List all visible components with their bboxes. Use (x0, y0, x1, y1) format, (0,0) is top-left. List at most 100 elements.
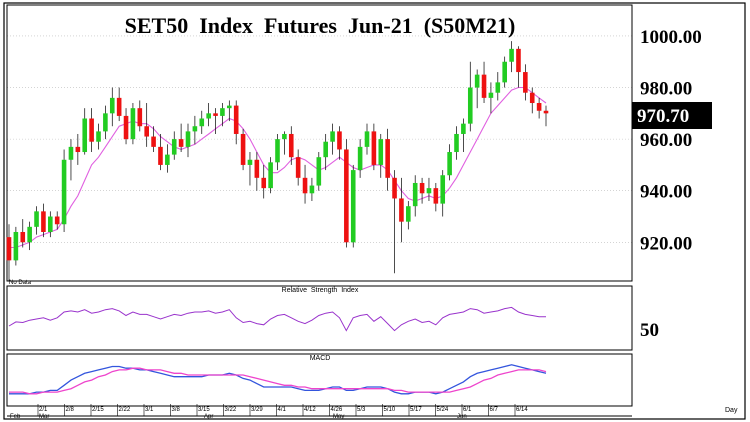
candle-body (171, 139, 177, 155)
ma-line (9, 86, 547, 249)
candle-body (495, 82, 501, 93)
candle (523, 64, 528, 101)
candle (220, 103, 225, 127)
candle (433, 182, 439, 212)
candle-body (233, 105, 239, 134)
candle-body (75, 146, 81, 153)
candle-body (378, 139, 384, 165)
candle (75, 133, 81, 165)
candle (41, 203, 46, 238)
rsi-panel (6, 285, 633, 351)
price-panel (6, 4, 633, 282)
date-tick-label: 6/14 (516, 407, 528, 413)
candle (467, 61, 473, 132)
candle-body (337, 131, 342, 150)
candle-body (254, 159, 260, 178)
candle (536, 97, 542, 119)
candle (399, 177, 404, 243)
price-tick-label: 980.00 (640, 79, 692, 100)
candle (330, 123, 335, 155)
candle-body (502, 61, 507, 83)
candle-body (137, 108, 143, 127)
candle (481, 61, 487, 104)
candle (357, 139, 363, 178)
date-tick-label: 5/24 (437, 407, 449, 413)
date-tick-label: 3/22 (225, 407, 237, 413)
candle-body (54, 216, 60, 225)
candle-body (316, 157, 322, 186)
macd-signal-line (9, 367, 547, 395)
candle (109, 87, 115, 127)
date-tick-label: 2/1 (39, 407, 48, 413)
candle-body (144, 126, 149, 137)
candle-body (61, 159, 67, 225)
candle (337, 126, 342, 160)
chart-title: SET50 Index Futures Jun-21 (S50M21) (125, 13, 516, 38)
month-label: Apr (204, 414, 213, 420)
candle (247, 152, 253, 186)
price-tick-label: 920.00 (640, 233, 692, 254)
month-label: Jun (457, 414, 467, 420)
candle-body (385, 139, 390, 178)
candle (454, 126, 459, 160)
candle (227, 100, 232, 122)
candle-body (13, 231, 19, 261)
candle-body (392, 177, 397, 199)
candle-body (447, 152, 452, 176)
candle (130, 103, 136, 145)
candle-body (268, 162, 273, 189)
candle-body (178, 139, 184, 147)
candle (295, 149, 301, 186)
date-tick-label: 3/1 (145, 407, 154, 413)
outer-border (3, 2, 746, 420)
candle (178, 123, 184, 153)
candle-body (461, 123, 466, 134)
candle-body (288, 133, 294, 158)
candle (54, 211, 60, 230)
candle-body (406, 206, 411, 222)
macd-line (9, 364, 547, 395)
candle-body (350, 170, 356, 243)
macd-panel (6, 353, 633, 407)
candle-body (536, 103, 542, 111)
candle (6, 224, 12, 281)
x-unit-label: Day (725, 407, 738, 414)
candle-body (371, 131, 377, 165)
candle (426, 177, 432, 202)
candle (502, 56, 507, 88)
candle (158, 133, 163, 171)
candle-body (199, 118, 205, 127)
candle (392, 170, 397, 274)
date-tick-label: 3/8 (172, 407, 181, 413)
date-tick-label: 4/12 (304, 407, 316, 413)
candle-body (433, 188, 439, 204)
candle-body (68, 146, 74, 160)
candle (488, 82, 494, 114)
date-tick-label: 3/15 (198, 407, 210, 413)
candle (103, 105, 108, 140)
candle-body (529, 92, 535, 104)
moving-average (9, 86, 547, 249)
candle (412, 175, 418, 217)
date-tick-label: 2/8 (66, 407, 75, 413)
candle (529, 87, 535, 114)
candle (516, 46, 521, 88)
date-tick-label: 5/10 (384, 407, 396, 413)
candle-body (357, 146, 363, 171)
candle (199, 110, 205, 134)
candle-body (185, 131, 191, 147)
candle-body (309, 185, 315, 194)
candle (34, 206, 39, 235)
candle (137, 100, 143, 132)
candle-body (523, 72, 528, 93)
date-ticks: 2/1 2/8 2/15 2/22 3/1 3/8 3/15 3/22 3/29 4/1 4/12 4… (10, 404, 528, 420)
candle (288, 126, 294, 165)
month-label: Mar (39, 414, 49, 420)
candle-body (419, 182, 425, 194)
last-value-box (632, 102, 712, 129)
candle-body (41, 211, 46, 232)
date-tick-label: 4/26 (331, 407, 343, 413)
candle-body (220, 108, 225, 116)
